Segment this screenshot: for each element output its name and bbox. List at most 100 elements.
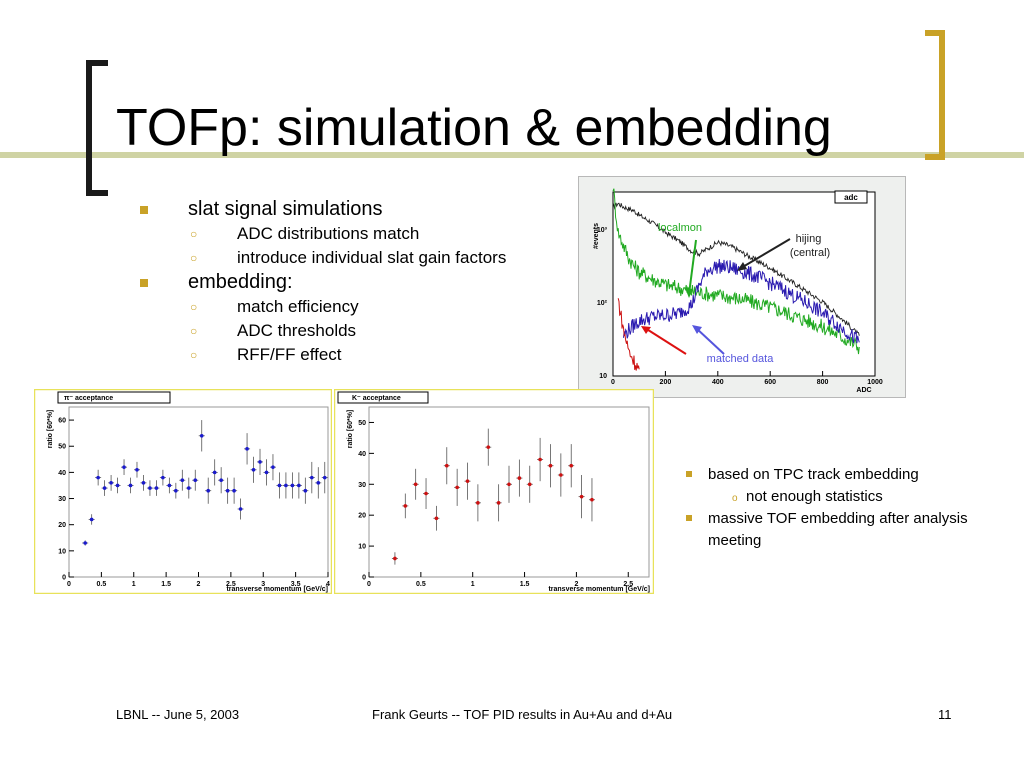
- kaon-acceptance-chart: K⁻ acceptance ratio [60*%] transverse mo…: [334, 389, 654, 594]
- pion-point-33: [297, 483, 301, 488]
- adc-ytick-label-0: 10: [599, 373, 607, 380]
- kaon-point-2: [413, 482, 418, 487]
- sub-bullet-match-efficiency: match efficiency: [140, 295, 580, 319]
- pion-point-37: [322, 475, 327, 480]
- pion-xtick-label-6: 3: [261, 581, 265, 588]
- pion-title: π⁻ acceptance: [64, 395, 113, 402]
- pion-point-36: [316, 481, 321, 485]
- pion-point-10: [148, 486, 152, 490]
- adc-xtick-label-4: 800: [817, 379, 829, 386]
- pion-title-box: [57, 391, 171, 404]
- kaon-xtick-label-2: 1: [471, 581, 475, 588]
- kaon-point-0: [393, 556, 397, 561]
- sub-bullet-adc-thresholds: ADC thresholds: [140, 319, 580, 343]
- adc-title: adc: [844, 193, 858, 202]
- bullet-massive-embedding: massive TOF embedding after analysis mee…: [686, 508, 976, 552]
- kaon-ytick-label-4: 40: [358, 451, 366, 458]
- pion-point-3: [102, 486, 107, 490]
- adc-ytick-label-1: 10²: [597, 300, 608, 307]
- pion-point-6: [122, 465, 126, 469]
- pion-xtick-label-2: 1: [132, 581, 136, 588]
- pion-xtick-label-1: 0.5: [97, 581, 107, 588]
- pion-point-34: [303, 488, 308, 493]
- pion-ytick-label-1: 10: [58, 548, 66, 555]
- kaon-point-12: [517, 476, 522, 480]
- footer-slide-number: 11: [938, 707, 952, 722]
- pion-acceptance-chart: π⁻ acceptance ratio [60*%] transverse mo…: [34, 389, 332, 594]
- kaon-xtick-label-5: 2.5: [623, 581, 633, 588]
- sub-bullet-statistics: not enough statistics: [686, 486, 976, 510]
- pion-point-1: [89, 517, 94, 522]
- pion-point-14: [174, 488, 178, 493]
- pion-point-16: [186, 486, 191, 490]
- pion-point-8: [135, 467, 139, 472]
- adc-series-2: [623, 258, 860, 344]
- pion-xtick-label-3: 1.5: [161, 581, 171, 588]
- adc-x-ticks: 0 200 400 600 800 1000: [611, 371, 883, 386]
- kaon-point-17: [569, 463, 574, 468]
- right-bracket: [925, 30, 945, 160]
- pion-point-35: [310, 475, 314, 480]
- kaon-point-10: [496, 501, 501, 505]
- pion-ytick-label-5: 50: [58, 444, 66, 451]
- pion-point-9: [141, 481, 146, 485]
- bullet-slat-signal: slat signal simulations: [140, 197, 580, 222]
- pion-point-12: [161, 475, 165, 480]
- arrow-matched: [695, 327, 725, 355]
- kaon-axes: 0 0.5 1 1.5 2 2.5 0 10 20 30 40 50: [358, 420, 633, 588]
- pion-point-4: [109, 481, 113, 485]
- kaon-ytick-label-5: 50: [358, 420, 366, 427]
- main-bullet-list: slat signal simulations ADC distribution…: [140, 197, 580, 367]
- pion-point-15: [180, 478, 185, 483]
- pion-point-5: [115, 483, 120, 488]
- adc-plot-area: [612, 191, 876, 377]
- pion-point-32: [290, 483, 295, 488]
- kaon-xtick-label-4: 2: [574, 581, 578, 588]
- kaon-ylabel: ratio [60*%]: [347, 410, 354, 449]
- pion-point-7: [128, 483, 133, 488]
- kaon-point-18: [579, 494, 584, 499]
- arrow-matched-head: [692, 325, 702, 334]
- pion-ytick-label-4: 40: [58, 470, 66, 477]
- kaon-point-1: [403, 504, 408, 508]
- pion-point-20: [212, 470, 217, 475]
- adc-series-group: [612, 188, 860, 371]
- kaon-point-11: [507, 482, 511, 487]
- kaon-point-8: [476, 501, 480, 505]
- arrow-embedding: [644, 327, 687, 355]
- pion-ytick-label-6: 60: [58, 418, 66, 425]
- pion-point-25: [245, 447, 249, 451]
- arrow-localmon-head: [685, 288, 693, 298]
- kaon-title-box: [337, 391, 429, 404]
- kaon-point-16: [559, 473, 563, 477]
- annotation-matched: matched data: [707, 353, 775, 365]
- pion-point-23: [232, 488, 236, 493]
- kaon-point-6: [455, 485, 459, 490]
- adc-xtick-label-1: 200: [660, 379, 672, 386]
- arrow-embedding-head: [641, 326, 651, 334]
- pion-points: [82, 420, 328, 546]
- pion-point-19: [206, 488, 211, 493]
- pion-point-29: [271, 465, 275, 469]
- annotation-hijing-line-1: hijing: [796, 233, 822, 245]
- adc-xtick-label-3: 600: [764, 379, 776, 386]
- kaon-xtick-label-0: 0: [367, 581, 371, 588]
- sub-bullet-gain-factors: introduce individual slat gain factors: [140, 246, 580, 270]
- kaon-point-9: [486, 445, 491, 449]
- kaon-title: K⁻ acceptance: [352, 395, 401, 402]
- pion-xtick-label-7: 3.5: [291, 581, 301, 588]
- pion-ytick-label-2: 20: [58, 522, 66, 529]
- adc-xtick-label-0: 0: [611, 379, 615, 386]
- adc-ylabel: #events: [593, 223, 600, 249]
- left-bracket: [86, 60, 108, 196]
- title-band: [0, 152, 1024, 158]
- pion-plot-area: [68, 406, 329, 578]
- kaon-ytick-label-0: 0: [362, 575, 366, 582]
- adc-xlabel: ADC: [856, 387, 871, 394]
- kaon-point-19: [590, 497, 594, 502]
- pion-point-0: [83, 541, 87, 545]
- kaon-xlabel: transverse momentum [GeV/c]: [548, 586, 650, 593]
- pion-xlabel: transverse momentum [GeV/c]: [226, 586, 328, 593]
- kaon-point-15: [548, 463, 553, 468]
- arrow-hijing: [740, 238, 791, 269]
